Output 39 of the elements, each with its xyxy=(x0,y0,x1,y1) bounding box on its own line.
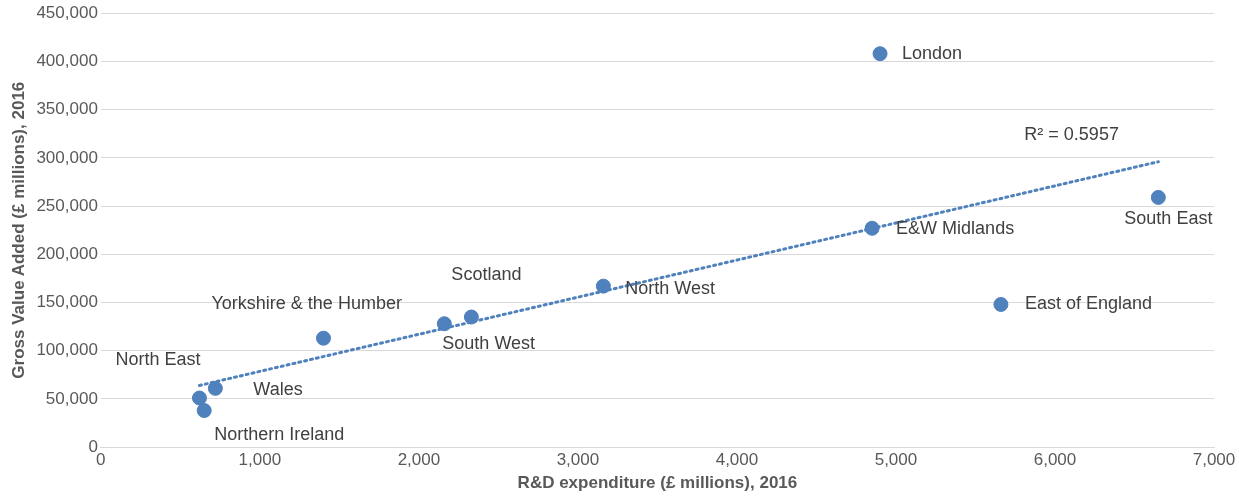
annotation: E&W Midlands xyxy=(896,218,1015,239)
annotation: London xyxy=(902,42,963,63)
y-axis-title: Gross Value Added (£ millions), 2016 xyxy=(8,81,28,379)
annotation: R² = 0.5957 xyxy=(1024,123,1119,144)
y-tick-label: 400,000 xyxy=(36,51,98,71)
y-tick-label: 0 xyxy=(88,436,98,456)
y-tick-label: 350,000 xyxy=(36,99,98,119)
y-tick-label: 250,000 xyxy=(36,195,98,215)
point xyxy=(1150,189,1166,205)
point xyxy=(207,380,223,396)
x-tick-label: 5,000 xyxy=(874,450,918,470)
x-tick-label: 6,000 xyxy=(1033,450,1077,470)
annotation: Wales xyxy=(253,379,303,400)
x-axis-title: R&D expenditure (£ millions), 2016 xyxy=(517,473,798,493)
annotation: South East xyxy=(1124,208,1213,229)
x-tick-label: 1,000 xyxy=(238,450,282,470)
point xyxy=(872,46,888,62)
y-tick-label: 200,000 xyxy=(36,244,98,263)
y-tick-label: 150,000 xyxy=(36,292,98,312)
point xyxy=(196,403,212,419)
y-tick-label: 100,000 xyxy=(36,340,98,360)
point xyxy=(191,390,207,406)
x-tick-label: 2,000 xyxy=(397,450,441,470)
annotation: Northern Ireland xyxy=(214,423,345,444)
annotation: South West xyxy=(442,332,536,353)
point xyxy=(436,316,452,332)
annotation: Yorkshire & the Humber xyxy=(211,293,402,314)
annotation: North East xyxy=(115,348,201,369)
y-tick-label: 450,000 xyxy=(36,2,98,22)
annotation: East of England xyxy=(1024,293,1153,314)
y-tick-label: 50,000 xyxy=(45,388,98,408)
y-tick-label: 300,000 xyxy=(36,147,98,167)
point xyxy=(315,330,331,346)
x-tick-label: 4,000 xyxy=(715,450,759,470)
annotation: Scotland xyxy=(451,263,522,284)
x-tick-label: 3,000 xyxy=(556,450,600,470)
annotation: North West xyxy=(625,278,716,299)
point xyxy=(993,296,1009,312)
x-tick-label: 7,000 xyxy=(1192,450,1236,470)
